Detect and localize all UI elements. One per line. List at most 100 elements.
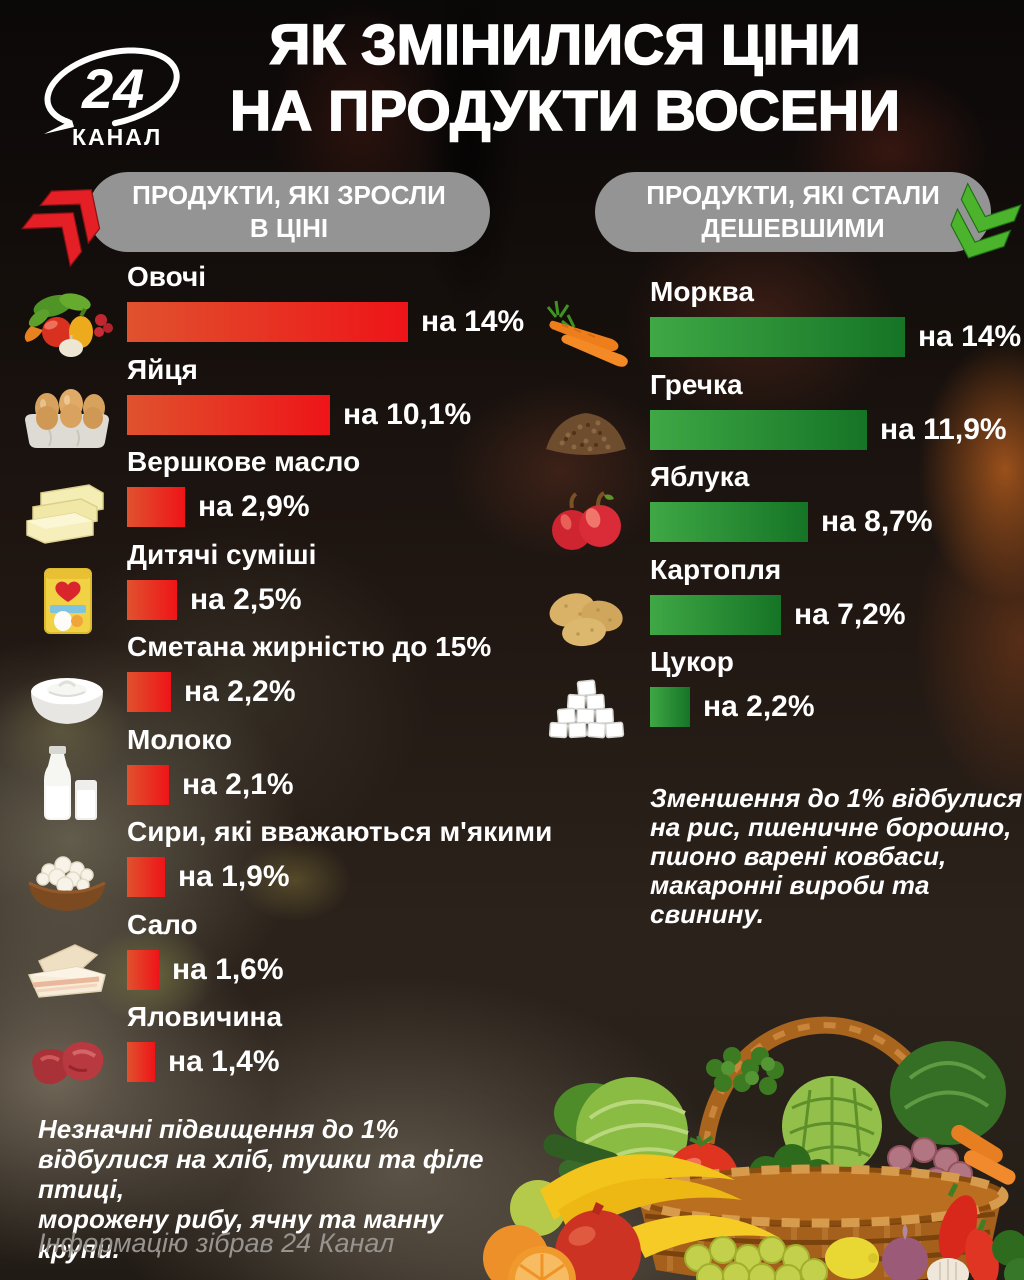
- bar-line: на 7,2%: [650, 594, 1024, 635]
- milk-icon: [15, 742, 119, 828]
- decreased-prices-header: ПРОДУКТИ, ЯКІ СТАЛИ ДЕШЕВШИМИ: [595, 172, 991, 252]
- increased-prices-list: Овочі на 14% Яйця на 10,1% Вершкове масло на …: [24, 260, 657, 1093]
- bar-line: на 2,2%: [650, 687, 1024, 727]
- price-row: Сало на 1,6%: [27, 908, 657, 1001]
- price-row: Яйця на 10,1%: [25, 353, 657, 448]
- title-line-2: НА ПРОДУКТИ ВОСЕНИ: [229, 78, 901, 144]
- price-row: Сметана жирністю до 15% на 2,2%: [31, 630, 657, 724]
- sugar-icon: [534, 664, 638, 750]
- increased-header-line-1: ПРОДУКТИ, ЯКІ ЗРОСЛИ: [132, 180, 446, 210]
- vegetables-icon: [15, 279, 119, 365]
- price-change-label: на 14%: [918, 320, 1022, 353]
- price-bar: [650, 594, 781, 635]
- price-bar: [127, 1042, 155, 1082]
- price-bar: [127, 394, 330, 435]
- logo-swoosh: [44, 47, 180, 127]
- price-row: Картопля на 7,2%: [549, 553, 1024, 647]
- beef-icon: [15, 1019, 119, 1105]
- product-name: Сало: [127, 908, 198, 940]
- bar-line: на 2,2%: [127, 672, 657, 712]
- price-row: Яловичина на 1,4%: [32, 1000, 657, 1093]
- price-bar: [127, 764, 169, 805]
- price-change-label: на 2,2%: [184, 675, 296, 708]
- price-row: Яблука на 8,7%: [552, 460, 1024, 553]
- product-name: Цукор: [650, 646, 734, 677]
- buckwheat-icon: [534, 387, 638, 473]
- product-name: Яйця: [127, 353, 198, 385]
- channel-24-logo: 24 КАНАЛ: [28, 34, 198, 154]
- product-name: Молоко: [127, 723, 232, 755]
- product-name: Сметана жирністю до 15%: [127, 631, 492, 662]
- carrots-icon: [534, 294, 638, 380]
- product-name: Дитячі суміші: [127, 538, 317, 570]
- bar-line: на 2,1%: [127, 764, 657, 805]
- product-name: Картопля: [650, 553, 782, 585]
- butter-icon: [15, 464, 119, 550]
- logo-word: КАНАЛ: [72, 124, 162, 150]
- footnote-line: відбулися на хліб, тушки та філе птиці,: [38, 1144, 484, 1204]
- logo-number: 24: [81, 57, 144, 120]
- decreased-header-line-2: ДЕШЕВШИМИ: [701, 213, 885, 243]
- price-bar: [650, 409, 867, 450]
- footnote-line: Незначні підвищення до 1%: [38, 1114, 399, 1144]
- bar-line: на 10,1%: [127, 394, 657, 435]
- price-bar: [127, 672, 171, 712]
- bar-line: на 2,5%: [127, 579, 657, 620]
- bar-line: на 1,6%: [127, 949, 657, 990]
- credit-line: Інформацію зібрав 24 Канал: [38, 1228, 395, 1258]
- price-bar: [127, 857, 165, 897]
- price-bar: [127, 302, 408, 342]
- increased-header-line-2: В ЦІНІ: [249, 213, 329, 243]
- decreased-header-line-1: ПРОДУКТИ, ЯКІ СТАЛИ: [646, 180, 940, 210]
- price-change-label: на 8,7%: [821, 505, 933, 538]
- vegetable-basket-photo: [483, 1016, 1024, 1280]
- apples-icon: [534, 479, 638, 565]
- footnote-line: Зменшення до 1% відбулися: [650, 783, 1023, 813]
- title-line-1: ЯК ЗМІНИЛИСЯ ЦІНИ: [269, 12, 862, 78]
- bar-line: на 2,9%: [127, 487, 657, 527]
- price-change-label: на 14%: [421, 305, 525, 338]
- price-change-label: на 1,4%: [168, 1045, 280, 1078]
- price-bar: [650, 317, 905, 357]
- price-up-arrows-icon: [14, 165, 122, 275]
- price-row: Молоко на 2,1%: [44, 723, 657, 820]
- price-change-label: на 2,5%: [190, 582, 302, 616]
- price-row: Дитячі суміші на 2,5%: [44, 538, 657, 634]
- product-name: Вершкове масло: [127, 446, 361, 477]
- product-name: Гречка: [650, 368, 743, 400]
- price-row: Цукор на 2,2%: [548, 645, 1024, 738]
- price-row: Сири, які вважаються м'якими на 1,9%: [28, 815, 657, 911]
- price-change-label: на 2,2%: [703, 690, 815, 723]
- eggs-icon: [15, 372, 119, 458]
- price-bar: [650, 502, 808, 542]
- price-change-label: на 1,9%: [178, 860, 290, 893]
- decreased-prices-list: Морква на 14% Гречка на 11,9% Яблука на 8,7% К…: [546, 275, 1024, 738]
- price-change-label: на 1,6%: [172, 952, 284, 986]
- potatoes-icon: [534, 572, 638, 658]
- increased-prices-header: ПРОДУКТИ, ЯКІ ЗРОСЛИ В ЦІНІ: [88, 172, 490, 252]
- product-name: Овочі: [127, 261, 207, 292]
- price-row: Овочі на 14%: [24, 260, 657, 357]
- product-name: Сири, які вважаються м'якими: [127, 816, 553, 847]
- price-change-label: на 2,1%: [182, 767, 294, 801]
- footnote-line: морожену рибу, ячну та манну крупи.: [38, 1204, 443, 1264]
- price-row: Морква на 14%: [546, 275, 1024, 368]
- price-change-label: на 10,1%: [343, 397, 472, 431]
- price-change-label: на 2,9%: [198, 490, 310, 523]
- product-name: Яловичина: [127, 1001, 283, 1032]
- price-down-arrows-icon: [933, 175, 1024, 283]
- increased-footnote: Незначні підвищення до 1% відбулися на хл…: [38, 1114, 518, 1264]
- footnote-line: пшоно варені ковбаси,: [650, 841, 947, 871]
- soft-cheese-icon: [15, 834, 119, 920]
- footnote-line: макаронні вироби та свинину.: [650, 870, 930, 929]
- price-change-label: на 11,9%: [880, 412, 1007, 446]
- price-bar: [650, 687, 690, 727]
- decreased-footnote: Зменшення до 1% відбулися на рис, пшеничн…: [650, 784, 1024, 929]
- price-row: Вершкове масло на 2,9%: [26, 445, 657, 544]
- product-name: Яблука: [650, 461, 750, 492]
- bar-line: на 1,9%: [127, 857, 657, 897]
- bar-line: на 11,9%: [650, 409, 1024, 450]
- sour-cream-icon: [15, 649, 119, 735]
- price-bar: [127, 949, 159, 990]
